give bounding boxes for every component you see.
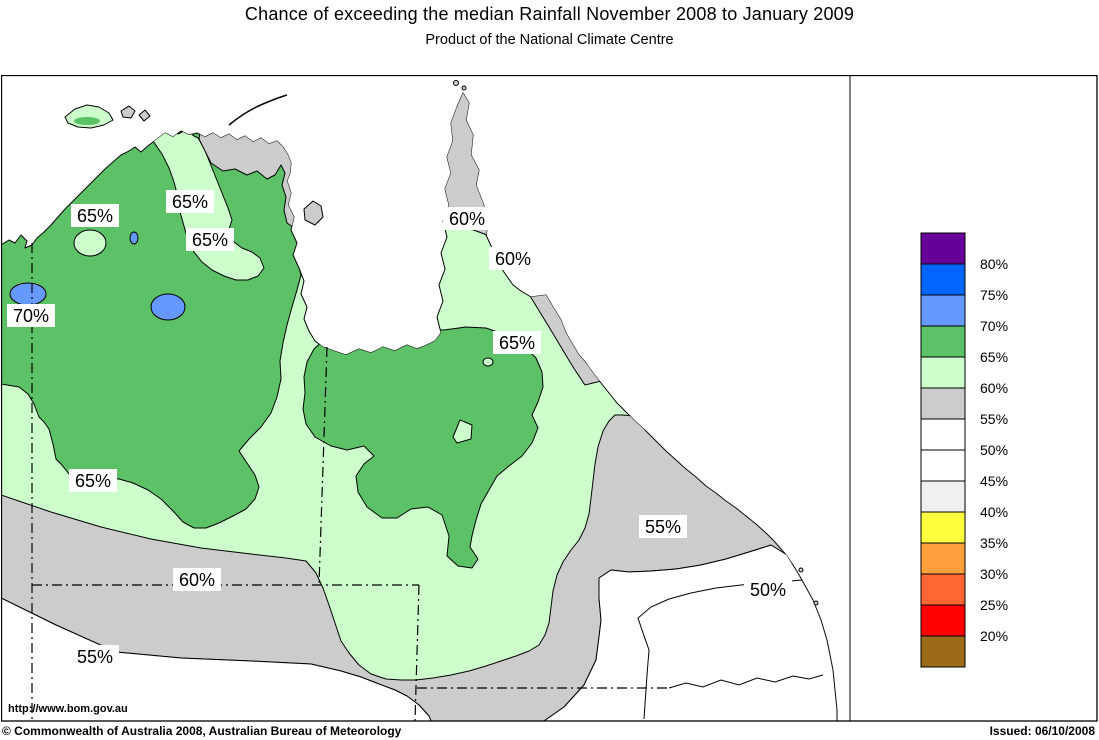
map-label: 65% [499, 333, 535, 353]
legend-swatch [920, 511, 966, 544]
map-label: 60% [449, 209, 485, 229]
legend-swatch [920, 480, 966, 513]
page-subtitle: Product of the National Climate Centre [425, 32, 674, 48]
legend-label: 80% [980, 256, 1008, 272]
legend-label: 40% [980, 504, 1008, 520]
region-70-75-west [9, 282, 47, 306]
legend-label: 35% [980, 535, 1008, 551]
issued-date: Issued: 06/10/2008 [989, 724, 1095, 738]
legend-swatch [920, 387, 966, 420]
map-label-bg [489, 247, 537, 270]
region-70-75-small [129, 231, 139, 245]
region-70-75-central-nt [150, 293, 186, 321]
legend-swatch [920, 418, 966, 451]
region-60-65-hole-west [73, 229, 107, 257]
copyright-text: © Commonwealth of Australia 2008, Austra… [2, 724, 402, 738]
legend-label: 75% [980, 287, 1008, 303]
border-qld-sa-141e [414, 584, 420, 722]
map-label-bg [173, 568, 221, 591]
map-label-bg [71, 645, 119, 668]
border-qld-nsw-river [668, 674, 824, 689]
legend-label: 30% [980, 566, 1008, 582]
wessel-islands-arc [228, 94, 288, 126]
torres-islet-1 [453, 80, 459, 86]
tiwi-green-band [74, 117, 100, 125]
legend-label: 25% [980, 597, 1008, 613]
map-label: 65% [192, 230, 228, 250]
legend-swatch [920, 263, 966, 296]
legend-label: 65% [980, 349, 1008, 365]
map-label: 65% [75, 471, 111, 491]
map-label: 55% [77, 647, 113, 667]
torres-islet-2 [461, 85, 467, 91]
map-label: 70% [13, 306, 49, 326]
region-50-55-southwest [1, 597, 432, 721]
legend-swatch [920, 635, 966, 668]
map-label-bg [639, 515, 687, 538]
legend-swatch [920, 232, 966, 265]
region-60-65-hole-central [452, 419, 473, 444]
east-coast-islet-1 [798, 567, 804, 573]
map-label: 60% [495, 249, 531, 269]
islet-northwest-2 [138, 109, 151, 122]
legend-swatch [920, 449, 966, 482]
east-coast-islet-2 [813, 600, 819, 606]
map-label: 55% [645, 517, 681, 537]
legend-label: 55% [980, 411, 1008, 427]
bom-url-text: http://www.bom.gov.au [8, 703, 128, 715]
legend-panel [850, 75, 1097, 721]
legend-label: 45% [980, 473, 1008, 489]
map-label-bg [186, 228, 234, 251]
map-label: 60% [179, 570, 215, 590]
map-label-bg [493, 331, 541, 354]
legend-swatch [920, 542, 966, 575]
map-label-bg [7, 304, 55, 327]
legend-swatch [920, 573, 966, 606]
map-label-bg [166, 190, 214, 213]
map-label-bg [443, 207, 491, 230]
islet-northwest-1 [120, 105, 136, 119]
legend-swatch [920, 325, 966, 358]
legend-label: 60% [980, 380, 1008, 396]
map-label-bg [69, 469, 117, 492]
map-label-bg [744, 578, 792, 601]
region-60-65-speck [482, 357, 494, 367]
legend: 80% 75% 70% 65% 60% 55% 50% 45% 40% 35% … [849, 75, 1097, 721]
legend-swatch [920, 294, 966, 327]
legend-swatch [920, 356, 966, 389]
map-label: 50% [750, 580, 786, 600]
map-label: 65% [77, 206, 113, 226]
legend-label: 50% [980, 442, 1008, 458]
map-label-bg [71, 204, 119, 227]
legend-label: 70% [980, 318, 1008, 334]
map-frame [1, 75, 1098, 722]
legend-label: 20% [980, 628, 1008, 644]
rainfall-probability-map: 65% 65% 65% 60% 60% 70% 65% 65% 55% 60% … [1, 75, 1098, 722]
map-label: 65% [172, 192, 208, 212]
legend-swatch [920, 604, 966, 637]
map-labels: 65% 65% 65% 60% 60% 70% 65% 65% 55% 60% … [7, 190, 792, 668]
page-title: Chance of exceeding the median Rainfall … [244, 4, 855, 24]
groote-eylandt [303, 200, 324, 226]
